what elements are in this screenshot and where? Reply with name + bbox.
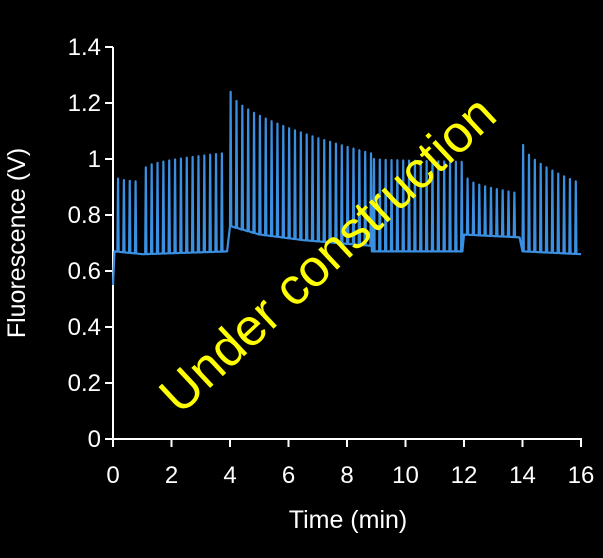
x-axis-title: Time (min) xyxy=(289,506,408,534)
x-tick-label: 6 xyxy=(282,462,295,489)
y-tick-label: 0 xyxy=(88,426,101,453)
y-tick-label: 1 xyxy=(88,146,101,173)
y-tick-label: 0.8 xyxy=(68,202,101,229)
x-tick-label: 0 xyxy=(106,462,119,489)
x-tick-label: 2 xyxy=(165,462,178,489)
y-tick-label: 0.6 xyxy=(68,258,101,285)
x-tick-label: 4 xyxy=(223,462,236,489)
y-axis-title: Fluorescence (V) xyxy=(3,148,31,338)
y-tick-label: 0.2 xyxy=(68,370,101,397)
x-tick-label: 10 xyxy=(392,462,419,489)
y-tick-label: 0.4 xyxy=(68,314,101,341)
plot-area xyxy=(111,90,582,286)
y-tick-label: 1.2 xyxy=(68,90,101,117)
under-construction-watermark: Under construction xyxy=(149,85,508,425)
x-tick-label: 16 xyxy=(568,462,595,489)
y-tick-label: 1.4 xyxy=(68,34,101,61)
x-ticks: 0 2 4 6 8 10 12 14 16 xyxy=(106,439,594,489)
chart-axes: 0 0.2 0.4 0.6 0.8 1 1.2 1.4 0 2 4 6 8 10 12 14 16 xyxy=(68,34,595,489)
x-tick-label: 14 xyxy=(509,462,536,489)
x-tick-label: 12 xyxy=(451,462,478,489)
x-tick-label: 8 xyxy=(340,462,353,489)
fluorescence-series-line xyxy=(111,90,582,286)
y-ticks: 0 0.2 0.4 0.6 0.8 1 1.2 1.4 xyxy=(68,34,113,453)
